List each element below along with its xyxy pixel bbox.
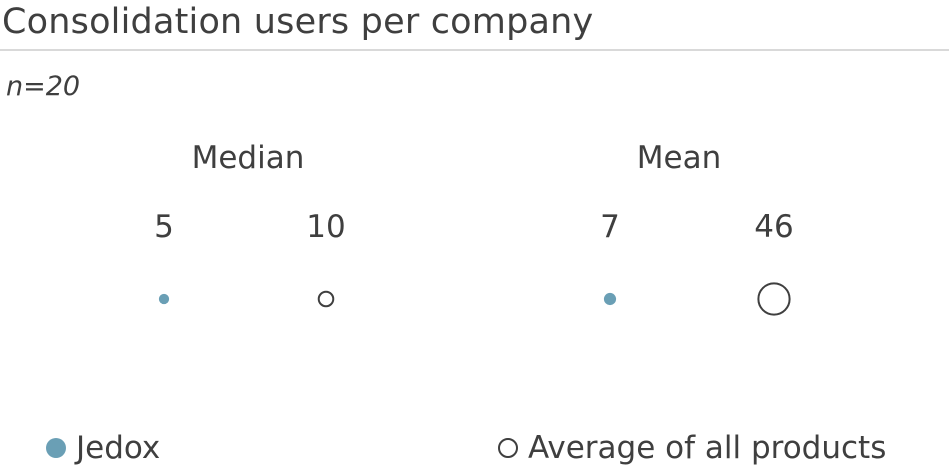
chart-title: Consolidation users per company — [2, 2, 594, 42]
value-label-median-jedox: 5 — [154, 209, 174, 245]
average-legend-marker — [498, 438, 518, 458]
bubble-mean-jedox — [603, 292, 617, 306]
sample-size-label: n=20 — [6, 71, 81, 102]
legend-label-average: Average of all products — [528, 430, 887, 466]
value-label-mean-average: 46 — [754, 209, 794, 245]
bubble-median-average-of-all-products — [317, 290, 335, 308]
legend-label-jedox: Jedox — [76, 430, 161, 466]
value-label-mean-jedox: 7 — [600, 209, 620, 245]
value-label-median-average: 10 — [306, 209, 346, 245]
title-divider — [0, 49, 949, 51]
group-label-mean: Mean — [636, 140, 722, 176]
legend-item-average: Average of all products — [498, 426, 886, 470]
group-label-median: Median — [191, 140, 305, 176]
bubble-mean-average-of-all-products — [757, 282, 791, 316]
legend-item-jedox: Jedox — [46, 426, 160, 470]
jedox-legend-marker — [46, 438, 66, 458]
bubble-median-jedox — [158, 293, 170, 305]
